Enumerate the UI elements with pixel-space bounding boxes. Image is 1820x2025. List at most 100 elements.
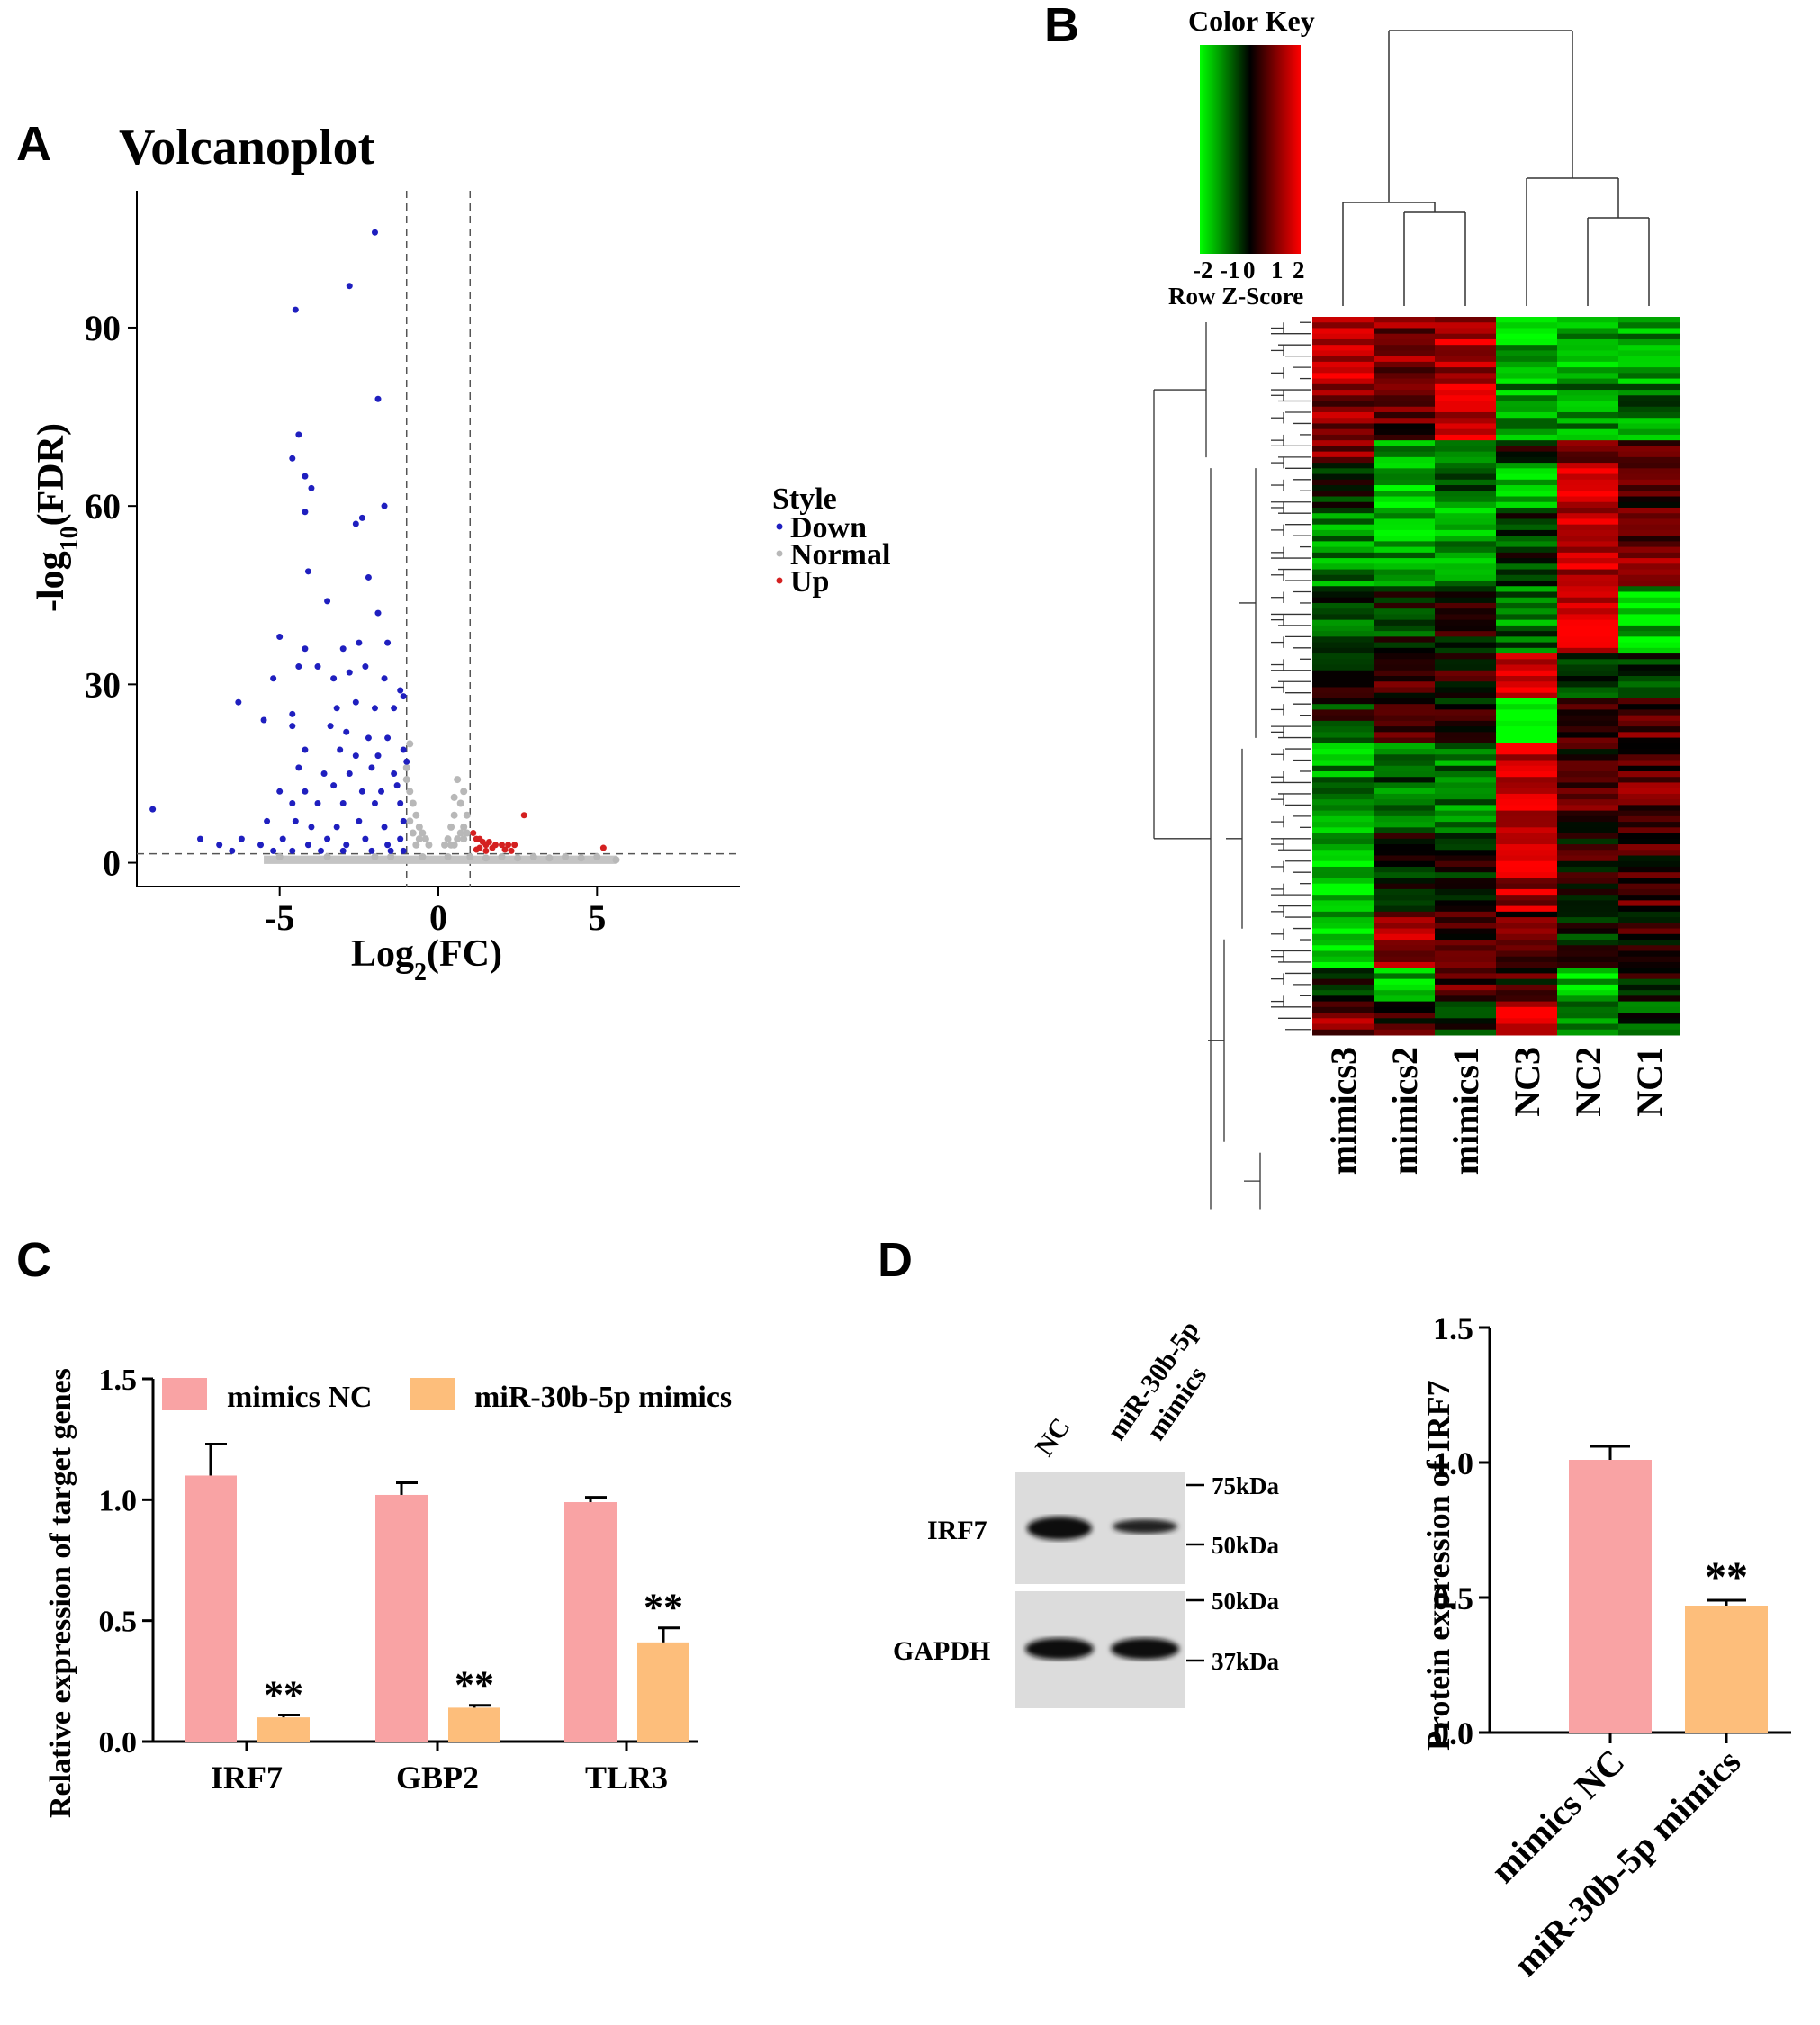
heatmap-cell [1557, 827, 1619, 834]
heatmap-cell [1557, 446, 1619, 453]
heatmap-cell [1435, 586, 1497, 592]
heatmap-cell [1557, 940, 1619, 946]
heatmap-cell [1435, 338, 1497, 346]
heatmap-cell [1618, 933, 1680, 940]
heatmap-cell [1557, 345, 1619, 351]
heatmap-cell [1374, 698, 1436, 705]
heatmap-cell [1496, 653, 1558, 660]
heatmap-cell [1374, 390, 1436, 396]
heatmap-cell [1618, 961, 1680, 968]
heatmap-cell [1435, 832, 1497, 840]
heatmap-cell [1312, 400, 1374, 408]
legend-swatch-c [162, 1378, 207, 1410]
heatmap-cell [1435, 995, 1497, 1003]
heatmap-cell [1618, 501, 1680, 508]
normal-point [450, 793, 458, 801]
heatmap-cell [1618, 473, 1680, 481]
heatmap-cell [1435, 373, 1497, 380]
heatmap-cell [1618, 687, 1680, 694]
heatmap-cell [1374, 855, 1436, 862]
normal-point [441, 841, 449, 849]
heatmap-cell [1618, 451, 1680, 458]
heatmap-cell [1557, 726, 1619, 733]
heatmap-cell [1374, 928, 1436, 935]
heatmap-cell [1557, 720, 1619, 727]
heatmap-cell [1496, 855, 1558, 862]
down-point [330, 782, 338, 789]
heatmap-cell [1618, 367, 1680, 374]
heatmap-cell [1557, 490, 1619, 497]
heatmap-cell [1312, 642, 1374, 649]
heatmap-cell [1496, 383, 1558, 391]
heatmap-cell [1496, 597, 1558, 604]
heatmap-cell [1618, 793, 1680, 800]
heatmap-cell [1312, 704, 1374, 710]
heatmap-cell [1374, 754, 1436, 761]
heatmap-cell [1312, 749, 1374, 755]
down-point [295, 431, 302, 438]
down-point [270, 847, 277, 854]
heatmap-cell [1312, 917, 1374, 923]
down-point [216, 842, 223, 849]
bar-d-y-tick-label: 0.0 [1433, 1715, 1473, 1751]
heatmap-cell [1496, 878, 1558, 885]
heatmap-cell [1618, 468, 1680, 475]
down-point [308, 824, 315, 831]
heatmap-cell [1618, 597, 1680, 604]
heatmap-cell [1312, 580, 1374, 587]
legend-label-c: miR-30b-5p mimics [474, 1381, 732, 1414]
heatmap-cell [1557, 1001, 1619, 1008]
heatmap-cell [1618, 664, 1680, 671]
heatmap-cell [1557, 602, 1619, 609]
heatmap-cell [1496, 423, 1558, 430]
down-point [279, 835, 286, 842]
heatmap-cell [1496, 810, 1558, 817]
heatmap-cell [1557, 850, 1619, 856]
heatmap-cell [1496, 333, 1558, 340]
heatmap-cell [1374, 978, 1436, 986]
heatmap-cell [1557, 541, 1619, 548]
down-point [356, 817, 363, 824]
heatmap-cell [1618, 411, 1680, 418]
heatmap-cell [1312, 328, 1374, 335]
heatmap-cell [1618, 541, 1680, 548]
down-point [339, 847, 347, 854]
heatmap-cell [1312, 1018, 1374, 1025]
heatmap-cell [1557, 350, 1619, 357]
heatmap-cell [1435, 642, 1497, 649]
up-point [485, 838, 492, 845]
normal-point [444, 852, 452, 860]
heatmap-cell [1557, 961, 1619, 968]
heatmap-cell [1312, 653, 1374, 660]
heatmap-cell [1557, 529, 1619, 536]
heatmap-cell [1496, 777, 1558, 783]
heatmap-cell [1618, 463, 1680, 469]
down-point [400, 847, 407, 854]
heatmap-cell [1312, 390, 1374, 396]
heatmap-cell [1618, 754, 1680, 761]
heatmap-cell [1557, 990, 1619, 996]
down-point [384, 734, 392, 742]
heatmap-cell [1374, 883, 1436, 890]
heatmap-cell [1618, 1006, 1680, 1013]
heatmap-cell [1557, 799, 1619, 806]
bar-c-y-tick-label: 1.0 [99, 1484, 138, 1517]
down-point [371, 705, 378, 712]
heatmap-cell [1435, 670, 1497, 677]
normal-point [454, 776, 462, 784]
color-key-title: Color Key [1188, 4, 1315, 37]
heatmap-cell [1557, 485, 1619, 491]
heatmap-cell [1312, 720, 1374, 727]
heatmap-cell [1374, 423, 1436, 430]
heatmap-cell [1557, 383, 1619, 391]
heatmap-cell [1374, 518, 1436, 526]
heatmap-cell [1374, 1023, 1436, 1030]
heatmap-cell [1435, 406, 1497, 413]
normal-point [463, 811, 471, 819]
heatmap-cell [1374, 361, 1436, 368]
heatmap-cell [1374, 536, 1436, 542]
heatmap-cell [1374, 676, 1436, 682]
heatmap-cell [1557, 1029, 1619, 1036]
